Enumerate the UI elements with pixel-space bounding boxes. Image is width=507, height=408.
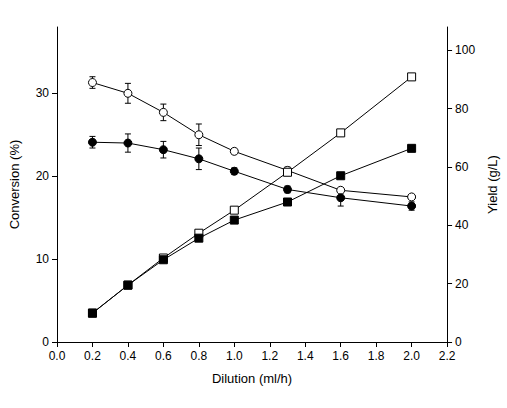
svg-text:2.0: 2.0	[403, 349, 420, 363]
svg-text:1.0: 1.0	[226, 349, 243, 363]
svg-text:1.6: 1.6	[332, 349, 349, 363]
svg-text:0: 0	[455, 335, 462, 349]
svg-text:0.2: 0.2	[84, 349, 101, 363]
svg-text:10: 10	[36, 252, 50, 266]
svg-text:40: 40	[455, 218, 469, 232]
svg-text:30: 30	[36, 86, 50, 100]
svg-text:80: 80	[455, 102, 469, 116]
svg-text:0.6: 0.6	[155, 349, 172, 363]
svg-text:2.2: 2.2	[439, 349, 456, 363]
svg-text:0.4: 0.4	[120, 349, 137, 363]
svg-text:0.0: 0.0	[49, 349, 66, 363]
svg-text:Yield (g/L): Yield (g/L)	[485, 155, 500, 214]
svg-text:Dilution (ml/h): Dilution (ml/h)	[212, 371, 292, 386]
svg-text:0: 0	[42, 335, 49, 349]
svg-text:20: 20	[455, 277, 469, 291]
svg-text:1.2: 1.2	[261, 349, 278, 363]
svg-text:0.8: 0.8	[191, 349, 208, 363]
svg-text:100: 100	[455, 43, 475, 57]
svg-text:1.8: 1.8	[368, 349, 385, 363]
svg-text:1.4: 1.4	[297, 349, 314, 363]
svg-text:60: 60	[455, 160, 469, 174]
svg-text:Conversion (%): Conversion (%)	[7, 140, 22, 230]
svg-text:20: 20	[36, 169, 50, 183]
